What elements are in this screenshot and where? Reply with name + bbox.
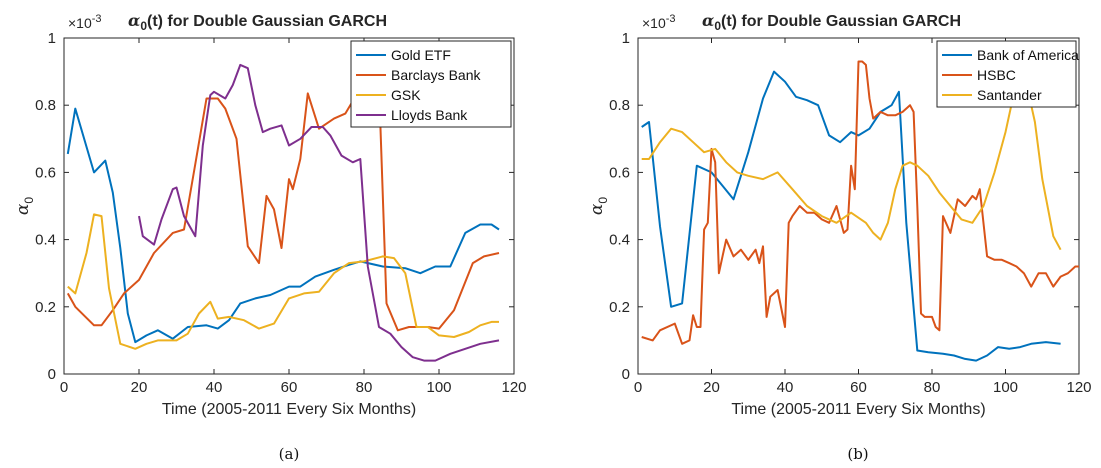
- x-tick-label: 100: [993, 379, 1018, 396]
- y-tick-label: 1: [48, 30, 56, 47]
- y-tick-label: 0.2: [609, 299, 630, 316]
- series-line-barclays-bank: [66, 70, 500, 332]
- x-tick-label: 20: [131, 379, 148, 396]
- legend-entry: Lloyds Bank: [391, 107, 468, 123]
- x-tick-label: 20: [703, 379, 720, 396]
- chart-panel-2: 0 20 40 60 80 100 120 0 0.2 0.4 0.6 0.8 1 ×10-3 α0(t) …: [587, 11, 1092, 463]
- series-line-lloyds-bank: [138, 63, 500, 362]
- y-tick-label: 0: [622, 366, 630, 383]
- legend-entry: HSBC: [977, 67, 1016, 83]
- legend-entry: GSK: [391, 87, 421, 103]
- x-tick-label: 0: [60, 379, 68, 396]
- chart-title: α0(t) for Double Gaussian GARCH: [702, 11, 961, 33]
- x-tick-label: 0: [634, 379, 642, 396]
- x-tick-label: 100: [426, 379, 451, 396]
- panel-caption: (b): [847, 445, 868, 463]
- chart-title: α0(t) for Double Gaussian GARCH: [128, 11, 387, 33]
- y-exponent-label: ×10-3: [68, 13, 102, 31]
- legend-entry: Bank of America: [977, 47, 1079, 63]
- y-tick-label: 0.8: [35, 97, 56, 114]
- x-tick-label: 40: [777, 379, 794, 396]
- y-tick-label: 0: [48, 366, 56, 383]
- series-group: [641, 53, 1079, 362]
- panel-caption: (a): [279, 445, 300, 463]
- series-group: [66, 63, 500, 362]
- series-line-santander: [641, 53, 1062, 251]
- y-tick-label: 0.6: [35, 164, 56, 181]
- series-line-hsbc: [641, 60, 1079, 345]
- y-tick-label: 0.4: [609, 232, 630, 249]
- x-tick-label: 120: [501, 379, 526, 396]
- legend-entry: Barclays Bank: [391, 67, 481, 83]
- y-axis-label: α0: [587, 197, 610, 215]
- legend-entry: Gold ETF: [391, 47, 451, 63]
- y-tick-label: 1: [622, 30, 630, 47]
- series-line-gsk: [67, 213, 499, 350]
- x-tick-label: 80: [924, 379, 941, 396]
- x-tick-label: 40: [206, 379, 223, 396]
- x-axis-label: Time (2005-2011 Every Six Months): [731, 401, 985, 418]
- x-tick-label: 80: [356, 379, 373, 396]
- x-tick-label: 120: [1066, 379, 1091, 396]
- series-line-bank-of-america: [641, 70, 1061, 362]
- y-tick-label: 0.4: [35, 232, 56, 249]
- series-line-gold-etf: [66, 107, 500, 344]
- chart-panel-1: 0 20 40 60 80 100 120 0 0.2 0.4 0.6 0.8 1 ×10-3 α0(t) …: [13, 11, 527, 463]
- y-axis-label: α0: [13, 197, 36, 215]
- x-axis-label: Time (2005-2011 Every Six Months): [162, 401, 416, 418]
- y-tick-label: 0.6: [609, 164, 630, 181]
- x-tick-label: 60: [281, 379, 298, 396]
- y-exponent-label: ×10-3: [642, 13, 676, 31]
- legend: Gold ETF Barclays Bank GSK Lloyds Bank: [350, 40, 512, 128]
- legend-entry: Santander: [977, 87, 1042, 103]
- x-tick-label: 60: [850, 379, 867, 396]
- legend: Bank of America HSBC Santander: [936, 40, 1079, 108]
- y-tick-label: 0.2: [35, 299, 56, 316]
- y-tick-label: 0.8: [609, 97, 630, 114]
